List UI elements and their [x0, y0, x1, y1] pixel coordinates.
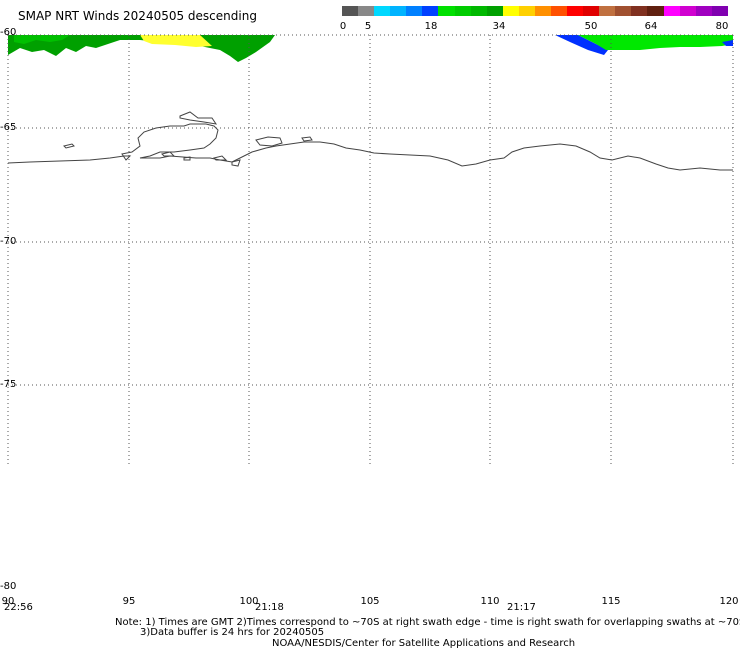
colorbar-swatch [518, 6, 535, 16]
wind-speed-colorbar [342, 6, 728, 16]
coastline [7, 111, 733, 171]
lat-label: -65 [0, 122, 17, 133]
colorbar-swatch [470, 6, 487, 16]
colorbar-swatch [615, 6, 632, 16]
colorbar-swatch [454, 6, 471, 16]
wind-swath-left-strong [140, 35, 212, 47]
footer-note-line2: 3)Data buffer is 24 hrs for 20240505 [140, 627, 325, 638]
wind-swath-right-edge [722, 40, 733, 46]
colorbar-tick: 18 [424, 21, 438, 32]
lon-label: 120 [719, 596, 739, 607]
colorbar-swatch [631, 6, 648, 16]
wind-swath-right-blue [555, 35, 608, 55]
colorbar-swatch [711, 6, 728, 16]
colorbar-swatch [486, 6, 503, 16]
colorbar-tick: 0 [339, 21, 347, 32]
lat-label: -60 [0, 27, 17, 38]
colorbar-swatch [342, 6, 359, 16]
colorbar-tick: 5 [364, 21, 372, 32]
colorbar-swatch [406, 6, 423, 16]
colorbar-swatch [438, 6, 455, 16]
colorbar-swatch [567, 6, 584, 16]
colorbar-swatch [647, 6, 664, 16]
colorbar-swatch [534, 6, 552, 16]
colorbar-swatch [663, 6, 680, 16]
graticule [7, 34, 734, 465]
swath-time-label: 22:56 [4, 602, 33, 613]
colorbar-tick: 80 [715, 21, 729, 32]
lat-label: -70 [0, 236, 17, 247]
colorbar-swatch [358, 6, 375, 16]
lon-label: 110 [480, 596, 500, 607]
lon-label: 100 [239, 596, 259, 607]
lon-label: 115 [601, 596, 621, 607]
lon-label: 90 [1, 596, 15, 607]
lat-label: -80 [0, 581, 17, 592]
colorbar-swatch [374, 6, 391, 16]
colorbar-swatch [551, 6, 568, 16]
colorbar-tick: 64 [644, 21, 658, 32]
colorbar-swatch [679, 6, 696, 16]
colorbar-swatch [695, 6, 712, 16]
footer-note-line1: Note: 1) Times are GMT 2)Times correspon… [115, 617, 740, 628]
wind-swath-left [8, 35, 275, 62]
colorbar-swatch [390, 6, 407, 16]
footer-credit: NOAA/NESDIS/Center for Satellite Applica… [272, 638, 576, 649]
colorbar-swatch [599, 6, 616, 16]
wind-swath-right [578, 35, 733, 50]
colorbar-tick: 34 [492, 21, 506, 32]
lon-label: 105 [360, 596, 380, 607]
colorbar-swatch [583, 6, 600, 16]
wind-swath-left-inner [14, 35, 70, 44]
map-title: SMAP NRT Winds 20240505 descending [18, 9, 257, 23]
colorbar-tick: 50 [584, 21, 598, 32]
colorbar-swatch [502, 6, 519, 16]
swath-time-label: 21:17 [507, 602, 536, 613]
swath-time-label: 21:18 [255, 602, 284, 613]
colorbar-swatch [422, 6, 439, 16]
lon-label: 95 [122, 596, 136, 607]
lat-label: -75 [0, 379, 17, 390]
